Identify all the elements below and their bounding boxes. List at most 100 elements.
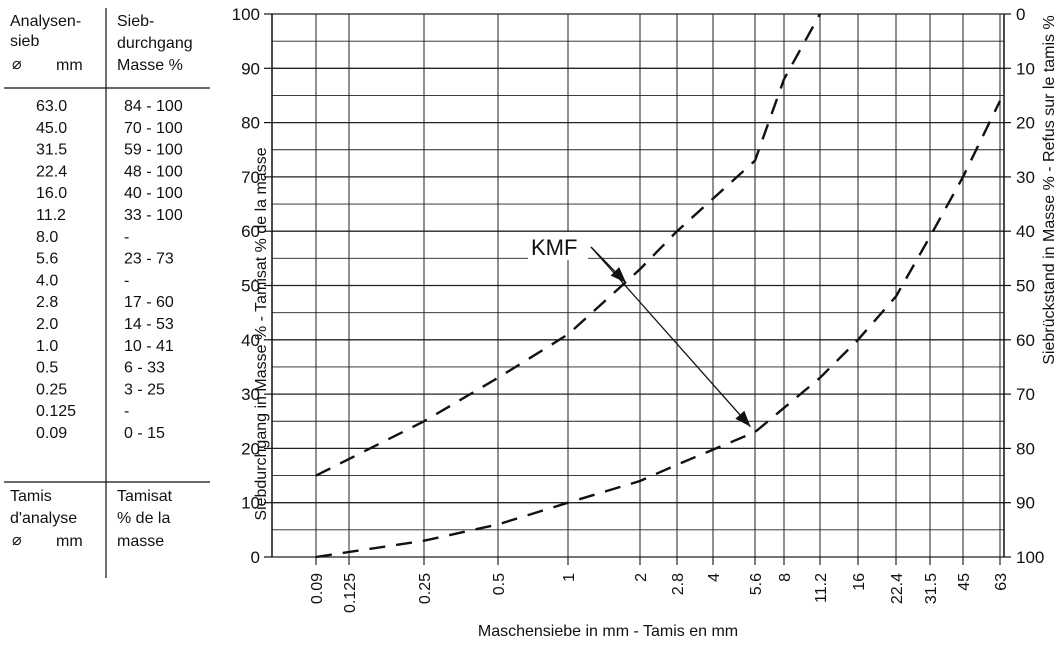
table-cell-sieve: 4.0 xyxy=(36,272,58,289)
chart-annotation: KMF xyxy=(528,232,751,428)
table-cell-sieve: 1.0 xyxy=(36,338,58,355)
x-tick-label: 0.25 xyxy=(417,573,434,604)
table-cell-passing: - xyxy=(124,403,129,420)
x-tick-label: 5.6 xyxy=(748,573,765,595)
table-cell-sieve: 31.5 xyxy=(36,142,67,159)
x-tick-label: 2 xyxy=(633,573,650,582)
header-right-line-3: Masse % xyxy=(117,57,183,74)
table-cell-passing: 70 - 100 xyxy=(124,120,183,137)
table-cell-sieve: 0.25 xyxy=(36,381,67,398)
header-right-line-2: durchgang xyxy=(117,35,193,52)
y-tick-label: 50 xyxy=(241,277,260,296)
table-cell-passing: 10 - 41 xyxy=(124,338,174,355)
x-tick-label: 4 xyxy=(706,573,723,582)
table-cell-sieve: 63.0 xyxy=(36,98,67,115)
table-cell-passing: 48 - 100 xyxy=(124,163,183,180)
x-tick-label: 16 xyxy=(851,573,868,591)
y-tick-label: 30 xyxy=(241,385,260,404)
y-tick-label: 100 xyxy=(232,5,260,24)
table-cell-passing: 84 - 100 xyxy=(124,98,183,115)
annotation-label: KMF xyxy=(531,235,577,260)
y-right-axis-label: Siebrückstand in Masse % - Refus sur le … xyxy=(1041,15,1058,364)
table-cell-sieve: 2.0 xyxy=(36,316,58,333)
footer-right-line-3: masse xyxy=(117,533,164,550)
y-axis-label: Siebdurchgang in Masse % - Tamisat % de … xyxy=(253,147,270,520)
table-cell-passing: - xyxy=(124,272,129,289)
annotation-label-background xyxy=(528,232,588,260)
table-cell-passing: 0 - 15 xyxy=(124,425,165,442)
footer-right-line-2: % de la xyxy=(117,510,170,527)
footer-left-line-1: Tamis xyxy=(10,488,52,505)
y-right-tick-label: 40 xyxy=(1016,222,1035,241)
footer-left-line-3: mm xyxy=(56,533,83,550)
table-cell-passing: 14 - 53 xyxy=(124,316,174,333)
table-cell-sieve: 0.5 xyxy=(36,360,58,377)
footer-right-line-1: Tamisat xyxy=(117,488,173,505)
table-cell-sieve: 2.8 xyxy=(36,294,58,311)
annotation-arrow-head xyxy=(735,410,751,427)
y-tick-label: 0 xyxy=(251,548,260,567)
table-cell-passing: 3 - 25 xyxy=(124,381,165,398)
table-cell-sieve: 8.0 xyxy=(36,229,58,246)
upper-limit-curve xyxy=(315,13,822,477)
y-tick-label: 70 xyxy=(241,168,260,187)
grading-table: Analysen- sieb ⌀ mm Sieb- durchgang Mass… xyxy=(4,8,210,578)
x-tick-label: 45 xyxy=(956,573,973,591)
y-tick-label: 80 xyxy=(241,114,260,133)
table-cell-sieve: 5.6 xyxy=(36,251,58,268)
header-left-line-1: Analysen- xyxy=(10,13,81,30)
table-cell-sieve: 0.09 xyxy=(36,425,67,442)
table-cell-sieve: 22.4 xyxy=(36,163,67,180)
x-tick-label: 0.5 xyxy=(491,573,508,595)
x-tick-label: 11.2 xyxy=(813,573,830,603)
y-tick-label: 40 xyxy=(241,331,260,350)
table-cell-passing: - xyxy=(124,229,129,246)
y-right-tick-label: 30 xyxy=(1016,168,1035,187)
table-cell-sieve: 16.0 xyxy=(36,185,67,202)
table-cell-sieve: 0.125 xyxy=(36,403,76,420)
table-cell-passing: 17 - 60 xyxy=(124,294,174,311)
y-tick-label: 20 xyxy=(241,439,260,458)
table-cell-passing: 59 - 100 xyxy=(124,142,183,159)
chart-ticks: 0102030405060708090100100908070605040302… xyxy=(232,5,1045,613)
x-tick-label: 1 xyxy=(561,573,578,582)
table-cell-sieve: 45.0 xyxy=(36,120,67,137)
y-right-tick-label: 70 xyxy=(1016,385,1035,404)
footer-diameter-symbol: ⌀ xyxy=(12,532,22,549)
header-diameter-symbol: ⌀ xyxy=(12,56,22,73)
annotation-arrow-head xyxy=(610,267,627,283)
y-right-tick-label: 50 xyxy=(1016,277,1035,296)
x-tick-label: 0.09 xyxy=(309,573,326,604)
y-right-tick-label: 60 xyxy=(1016,331,1035,350)
table-body: 63.0 84 - 100 45.0 70 - 100 31.5 59 - 100 22.4… xyxy=(36,98,183,442)
x-tick-label: 31.5 xyxy=(923,573,940,604)
table-cell-sieve: 11.2 xyxy=(36,207,66,224)
table-cell-passing: 6 - 33 xyxy=(124,360,165,377)
x-tick-label: 0.125 xyxy=(342,573,359,613)
y-right-tick-label: 10 xyxy=(1016,59,1035,78)
y-right-tick-label: 0 xyxy=(1016,5,1025,24)
header-left-line-3: mm xyxy=(56,57,83,74)
footer-left-line-2: d'analyse xyxy=(10,510,77,527)
x-tick-label: 63 xyxy=(993,573,1010,591)
y-right-tick-label: 80 xyxy=(1016,439,1035,458)
table-cell-passing: 40 - 100 xyxy=(124,185,183,202)
table-cell-passing: 23 - 73 xyxy=(124,251,174,268)
x-tick-label: 8 xyxy=(777,573,794,582)
chart-series xyxy=(315,13,1002,559)
header-left-line-2: sieb xyxy=(10,33,39,50)
y-right-tick-label: 100 xyxy=(1016,548,1044,567)
x-tick-label: 22.4 xyxy=(889,573,906,604)
x-tick-label: 2.8 xyxy=(670,573,687,595)
y-tick-label: 90 xyxy=(241,59,260,78)
lower-limit-curve xyxy=(315,100,1002,559)
header-right-line-1: Sieb- xyxy=(117,13,154,30)
x-axis-label: Maschensiebe in mm - Tamis en mm xyxy=(478,623,738,640)
chart-grid xyxy=(271,13,1005,558)
annotation-arrow-line xyxy=(590,246,751,428)
y-tick-label: 10 xyxy=(241,494,260,513)
table-cell-passing: 33 - 100 xyxy=(124,207,183,224)
y-right-tick-label: 90 xyxy=(1016,494,1035,513)
y-right-tick-label: 20 xyxy=(1016,114,1035,133)
